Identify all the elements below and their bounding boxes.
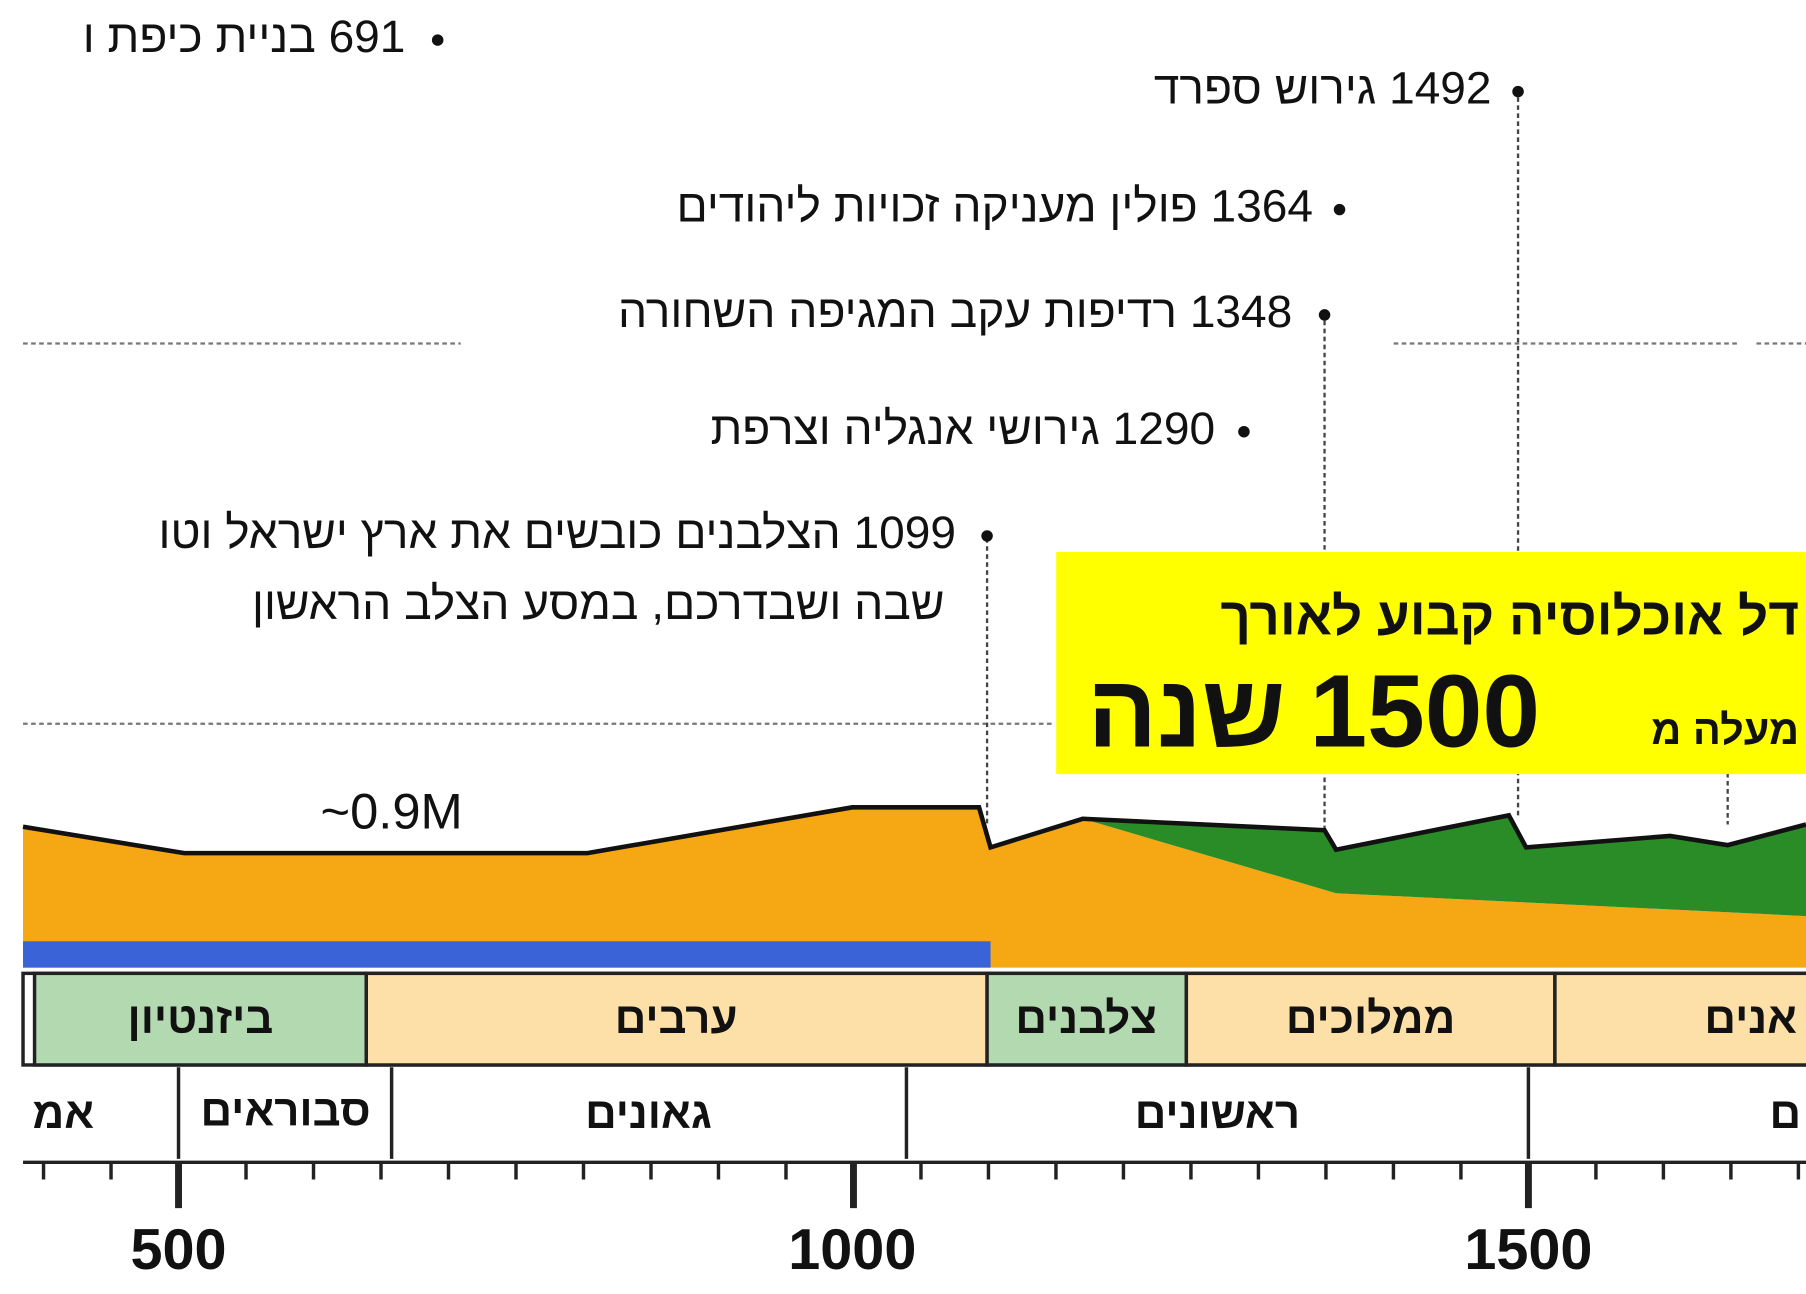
- callout-number: 1500: [1309, 653, 1540, 769]
- era-band: [23, 1067, 1806, 1159]
- axis-ticks: [41, 1162, 1801, 1209]
- population-area: [23, 941, 991, 968]
- population-line: [22, 805, 1806, 856]
- era-label: אמ: [33, 1089, 95, 1138]
- ruler-cell: [1184, 971, 1557, 1067]
- ruler-label: ביזנטיון: [128, 994, 274, 1043]
- event-label: 1290 גירושי אנגליה וצרפת: [710, 402, 1215, 454]
- event-dot: [1318, 309, 1331, 321]
- callout-text: שנה: [1087, 653, 1285, 769]
- era-label: ם: [1770, 1089, 1802, 1138]
- event-label: 691 בניית כיפת ו: [83, 10, 406, 62]
- event-dot: [431, 34, 444, 46]
- ruler-label: ממלוכים: [1286, 994, 1455, 1043]
- event-dot: [1333, 203, 1346, 216]
- callout-text: מעלה מ: [1651, 707, 1799, 753]
- population-label: ~0.9M: [320, 783, 462, 840]
- era-label: גאונים: [585, 1089, 712, 1138]
- era-label: ראשונים: [1135, 1089, 1300, 1138]
- axis-label: 1000: [788, 1218, 916, 1282]
- event-label: 1492 גירוש ספרד: [1154, 62, 1492, 114]
- callout-box: [1056, 551, 1806, 775]
- ruler-label: אנים: [1704, 994, 1797, 1043]
- event-dot: [1238, 425, 1250, 438]
- ruler-label: ערבים: [615, 994, 738, 1043]
- population-area: [23, 807, 1806, 968]
- axis-label: 500: [130, 1218, 226, 1282]
- event-label: 1348 רדיפות עקב המגיפה השחורה: [618, 285, 1292, 337]
- event-label: 1099 הצלבנים כובשים את ארץ ישראל וטו: [159, 506, 956, 558]
- event-label: שבה ושבדרכם, במסע הצלב הראשון: [252, 577, 944, 629]
- event-dot: [1512, 85, 1524, 98]
- event-label: 1364 פולין מעניקה זכויות ליהודים: [677, 180, 1314, 232]
- ruler-cell: [32, 971, 368, 1067]
- event-dot: [981, 530, 993, 542]
- era-label: סבוראים: [201, 1087, 371, 1136]
- ruler-cell: [1553, 971, 1806, 1067]
- ruler-cell: [985, 971, 1189, 1067]
- callout-text: דל אוכלוסיה קבוע לאורך: [1220, 588, 1799, 647]
- ruler-label: צלבנים: [1015, 994, 1156, 1043]
- axis-label: 1500: [1464, 1218, 1592, 1282]
